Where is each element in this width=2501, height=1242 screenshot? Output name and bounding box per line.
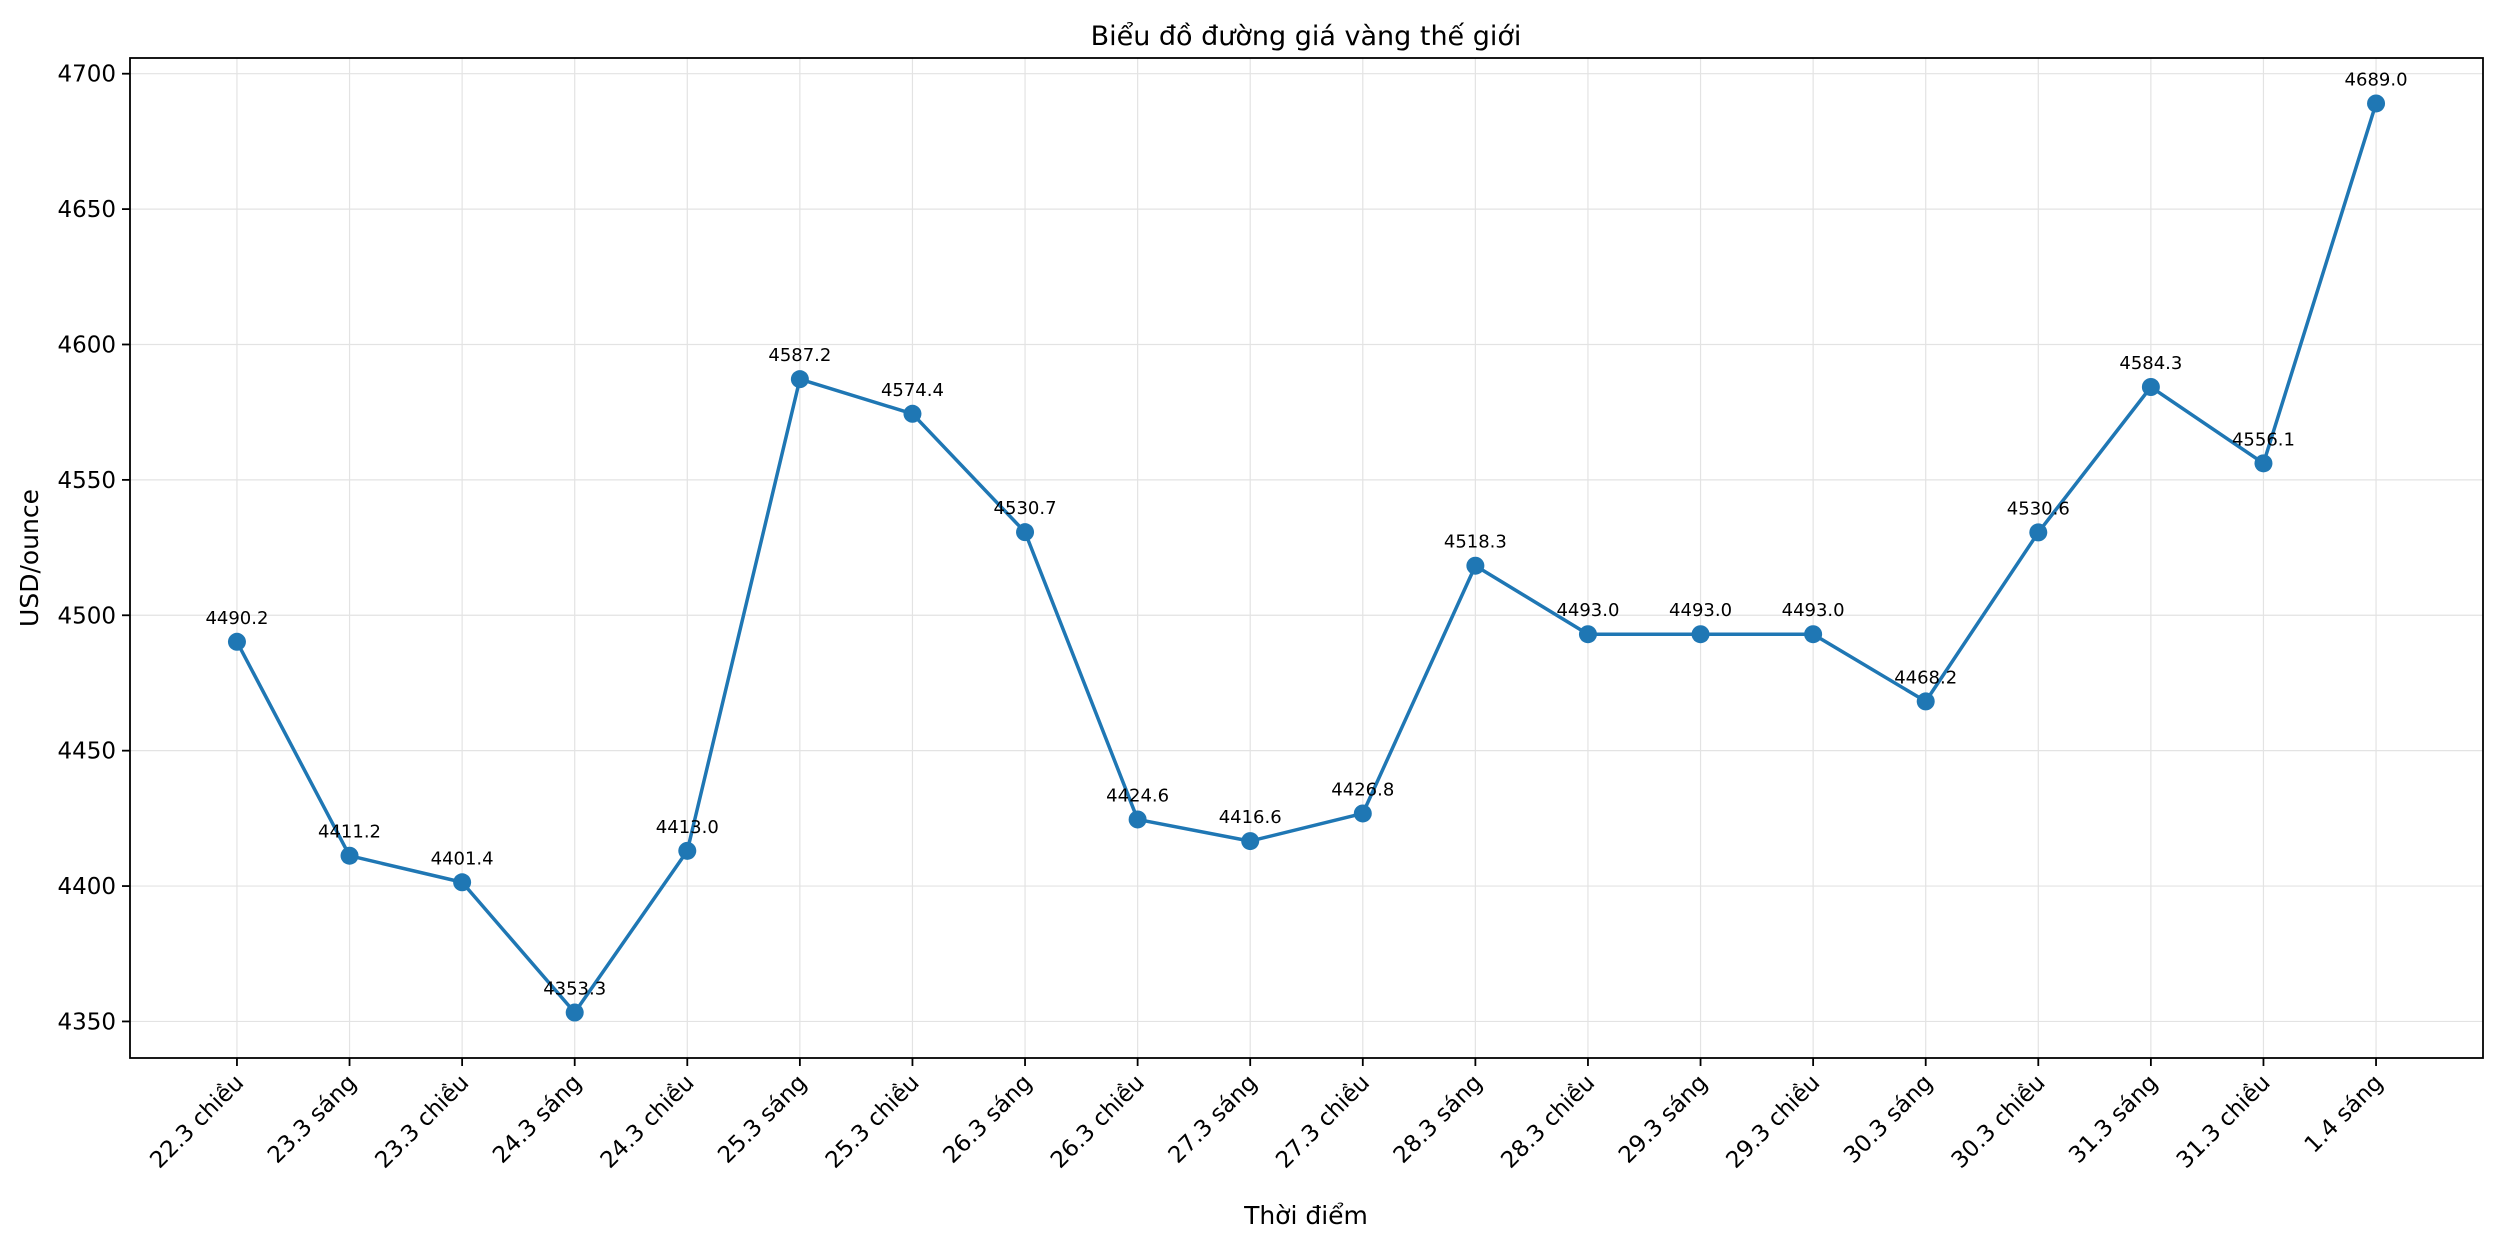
data-point-marker [2141, 378, 2160, 397]
data-point-label: 4493.0 [1782, 600, 1845, 621]
data-point-label: 4574.4 [881, 380, 944, 401]
x-tick-label: 23.3 sáng [263, 1070, 362, 1169]
data-point-marker [1691, 625, 1710, 644]
data-point-label: 4353.3 [543, 979, 606, 1000]
data-point-marker [565, 1003, 584, 1022]
chart-title: Biểu đồ đường giá vàng thế giới [1091, 21, 1522, 52]
y-tick-label: 4650 [57, 197, 116, 223]
data-point-marker [340, 846, 359, 865]
data-point-label: 4584.3 [2119, 353, 2182, 374]
x-tick-label: 27.3 sáng [1164, 1070, 1263, 1169]
y-tick-label: 4550 [57, 468, 116, 494]
data-point-marker [1804, 625, 1823, 644]
data-point-marker [678, 841, 697, 860]
data-point-marker [1578, 625, 1597, 644]
data-point-marker [2254, 454, 2273, 473]
y-tick-label: 4600 [57, 332, 116, 358]
x-tick-label: 26.3 sáng [938, 1070, 1037, 1169]
x-tick-label: 28.3 sáng [1389, 1070, 1488, 1169]
x-tick-label: 29.3 sáng [1614, 1070, 1713, 1169]
x-tick-label: 25.3 sáng [713, 1070, 812, 1169]
data-point-label: 4689.0 [2345, 69, 2408, 90]
plot-border [129, 57, 2484, 1059]
data-point-marker [903, 404, 922, 423]
data-point-marker [1353, 804, 1372, 823]
data-point-marker [2029, 523, 2048, 542]
data-point-label: 4411.2 [318, 822, 381, 843]
y-tick-label: 4500 [57, 603, 116, 629]
x-tick-label: 30.3 sáng [1839, 1070, 1938, 1169]
y-tick-label: 4450 [57, 739, 116, 765]
data-point-label: 4493.0 [1556, 600, 1619, 621]
data-point-marker [1128, 810, 1147, 829]
data-point-label: 4468.2 [1894, 667, 1957, 688]
data-point-label: 4401.4 [431, 848, 494, 869]
x-tick-label: 25.3 chiều [821, 1070, 925, 1174]
data-point-marker [1241, 832, 1260, 851]
data-point-label: 4530.6 [2007, 498, 2070, 519]
x-axis-label: Thời điểm [1243, 1201, 1368, 1230]
data-point-marker [2367, 94, 2386, 113]
data-point-label: 4587.2 [768, 345, 831, 366]
x-tick-label: 29.3 chiều [1722, 1070, 1826, 1174]
data-point-label: 4490.2 [205, 608, 268, 629]
data-point-label: 4493.0 [1669, 600, 1732, 621]
data-point-marker [227, 632, 246, 651]
data-point-marker [1466, 556, 1485, 575]
x-tick-label: 31.3 sáng [2064, 1070, 2163, 1169]
y-tick-label: 4400 [57, 874, 116, 900]
y-tick-label: 4700 [57, 62, 116, 88]
price-line [235, 101, 2378, 1015]
data-point-label: 4556.1 [2232, 429, 2295, 450]
y-tick-label: 4350 [57, 1009, 116, 1035]
data-point-marker [1016, 523, 1035, 542]
x-tick-label: 24.3 sáng [488, 1070, 587, 1169]
data-point-marker [790, 370, 809, 389]
gridlines [130, 58, 2483, 1058]
x-tick-label: 23.3 chiều [371, 1070, 475, 1174]
data-point-marker [453, 873, 472, 892]
data-point-label: 4426.8 [1331, 779, 1394, 800]
data-point-label: 4518.3 [1444, 532, 1507, 553]
data-point-label: 4413.0 [656, 817, 719, 838]
x-tick-label: 1.4 sáng [2300, 1070, 2388, 1158]
x-tick-label: 31.3 chiều [2172, 1070, 2276, 1174]
x-tick-label: 24.3 chiều [596, 1070, 700, 1174]
data-point-label: 4424.6 [1106, 785, 1169, 806]
x-tick-label: 27.3 chiều [1271, 1070, 1375, 1174]
data-point-labels: 4490.2 4411.2 4401.4 4353.3 4413.0 4587.2 4574… [205, 69, 2407, 999]
data-point-marker [1916, 692, 1935, 711]
x-tick-label: 22.3 chiều [145, 1070, 249, 1174]
x-tick-label: 26.3 chiều [1046, 1070, 1150, 1174]
x-tick-label: 28.3 chiều [1496, 1070, 1600, 1174]
x-tick-label: 30.3 chiều [1947, 1070, 2051, 1174]
data-point-label: 4416.6 [1219, 807, 1282, 828]
line-series [227, 94, 2386, 1022]
data-point-label: 4530.7 [994, 498, 1057, 519]
y-axis-label: USD/ounce [15, 489, 44, 627]
